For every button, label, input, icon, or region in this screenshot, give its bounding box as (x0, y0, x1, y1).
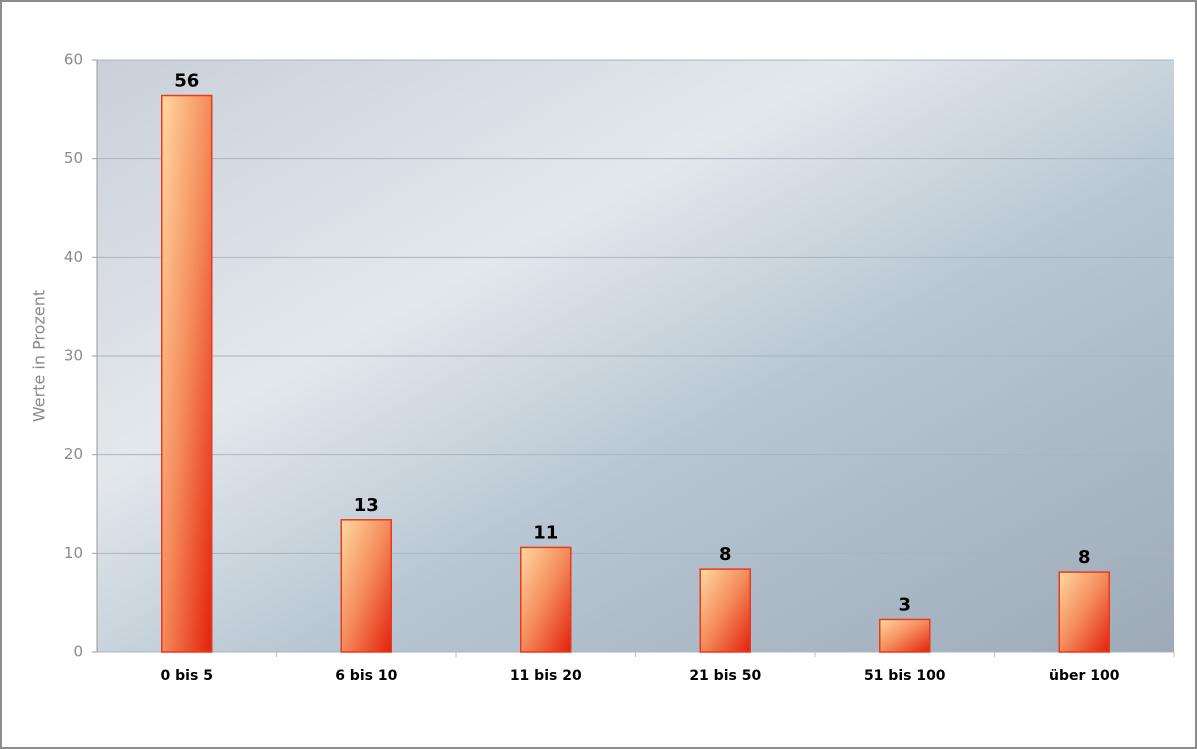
bar (521, 547, 571, 652)
data-label: 8 (719, 544, 732, 565)
bar (700, 569, 750, 652)
x-tick-label: über 100 (1049, 668, 1120, 684)
bar (162, 96, 212, 652)
y-axis-title: Werte in Prozent (30, 290, 49, 422)
y-tick-label: 60 (64, 51, 83, 69)
y-tick-label: 50 (64, 149, 83, 167)
data-label: 3 (898, 594, 911, 615)
x-tick-label: 51 bis 100 (864, 668, 946, 684)
data-label: 56 (174, 71, 199, 92)
y-tick-label: 0 (73, 643, 83, 661)
bar (341, 520, 391, 652)
data-label: 13 (354, 495, 379, 516)
data-label: 11 (533, 522, 558, 543)
x-tick-label: 21 bis 50 (689, 668, 761, 684)
bar (880, 619, 930, 652)
y-tick-label: 30 (64, 347, 83, 365)
y-tick-label: 10 (64, 544, 83, 562)
y-tick-label: 20 (64, 445, 83, 463)
y-tick-label: 40 (64, 248, 83, 266)
bar (1059, 572, 1109, 652)
data-label: 8 (1078, 547, 1091, 568)
chart: Werte in Prozent 0 10 20 30 40 50 60 0 bis 5 56 6… (0, 0, 1197, 749)
x-tick-label: 0 bis 5 (161, 668, 213, 684)
x-tick-label: 11 bis 20 (510, 668, 582, 684)
x-tick-label: 6 bis 10 (335, 668, 397, 684)
